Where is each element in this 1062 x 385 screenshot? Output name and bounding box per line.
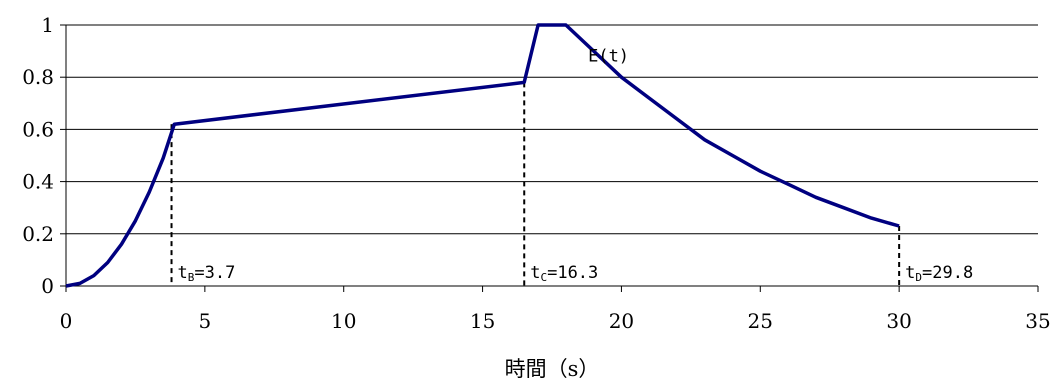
axes [65, 25, 1038, 287]
y-tick-label: 1 [41, 13, 54, 37]
x-tick-label: 35 [1025, 309, 1050, 333]
reference-lines [170, 82, 901, 286]
x-tick-label: 10 [331, 309, 356, 333]
y-tick-label: 0.6 [22, 117, 54, 141]
grid-lines [66, 24, 1038, 235]
series-group [65, 23, 900, 288]
y-tick-label: 0.2 [22, 222, 54, 246]
annotation-label: tC=16.3 [530, 263, 598, 284]
x-axis-label: 時間（s） [505, 357, 600, 381]
y-tick-label: 0 [41, 274, 54, 298]
x-tick-label: 5 [198, 309, 211, 333]
annotations: E(t) tB=3.7 tC=16.3 tD=29.8 [178, 47, 974, 284]
y-tick-label: 0.4 [22, 170, 54, 194]
x-tick-label: 25 [748, 309, 773, 333]
annotation-label: tD=29.8 [905, 263, 973, 284]
x-tick-label: 15 [470, 309, 495, 333]
series-label: E(t) [588, 47, 629, 67]
x-tick-label: 0 [60, 309, 73, 333]
x-tick-label: 20 [609, 309, 634, 333]
y-tick-label: 0.8 [22, 65, 54, 89]
x-tick-label: 30 [886, 309, 911, 333]
series-line [65, 23, 900, 288]
y-axis-ticks: 0 0.2 0.4 0.6 0.8 1 [22, 13, 66, 298]
x-axis-ticks: 0 5 10 15 20 25 30 35 [60, 286, 1051, 333]
annotation-label: tB=3.7 [178, 263, 236, 284]
